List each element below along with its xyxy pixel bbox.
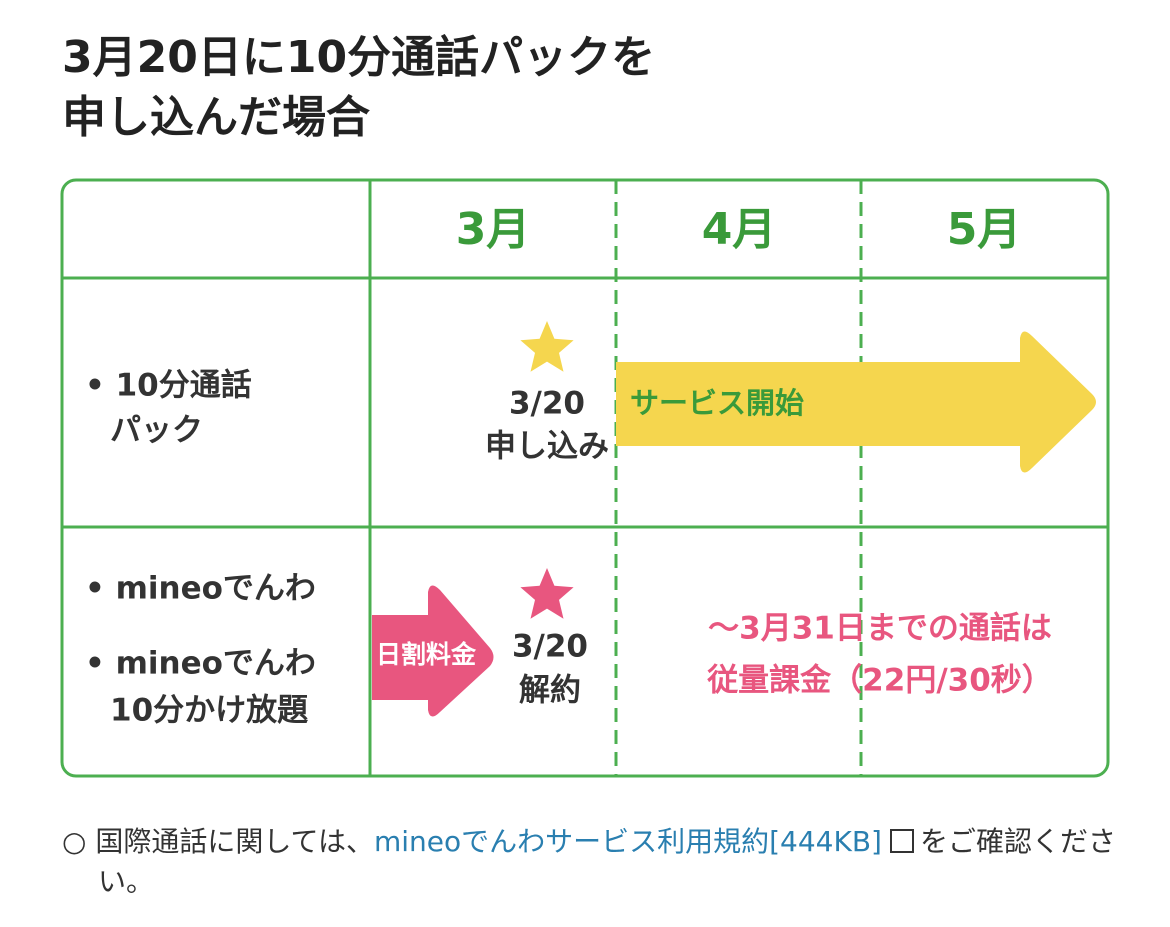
month: 3月 — [456, 204, 531, 255]
arrow-label: 日割料金 — [376, 640, 477, 669]
month: 4月 — [702, 204, 777, 255]
row-label: パック — [110, 413, 203, 449]
diagram: 3月20日に10分通話パックを 申し込んだ場合 3月 4月 5月 • 10分通話… — [60, 32, 1110, 778]
title-line: 申し込んだ場合 — [62, 92, 370, 143]
event-label: 解約 — [519, 673, 581, 709]
star — [520, 321, 574, 372]
row-label: • 10分通話 — [85, 368, 252, 404]
link[interactable]: mineoでんわサービス利用規約[444KB] — [373, 825, 882, 858]
title-line: 3月20日に10分通話パックを — [62, 32, 655, 83]
row-label: • mineoでんわ — [85, 571, 316, 607]
footnote-text: をご確認ください。 — [98, 825, 1116, 898]
arrow-pink — [372, 585, 494, 717]
external-icon — [889, 829, 914, 853]
bullet: ○ — [62, 825, 87, 858]
arrow-label: サービス開始 — [630, 386, 804, 420]
arrow-yellow — [616, 331, 1096, 473]
footnote-text: 国際通話に関しては、 — [95, 825, 374, 858]
event-label: 3/20 — [509, 386, 585, 422]
note: 従量課金（22円/30秒） — [706, 663, 1053, 699]
footnote: ○ 国際通話に関しては、mineoでんわサービス利用規約[444KB] をご確認く… — [62, 822, 1158, 902]
row-label: • mineoでんわ — [85, 646, 316, 682]
note: ～3月31日までの通話は — [708, 611, 1052, 647]
table-grid — [60, 178, 1110, 778]
row-label: 10分かけ放題 — [110, 693, 308, 729]
event-label: 3/20 — [512, 629, 588, 665]
event-label: 申し込み — [485, 429, 609, 465]
star — [520, 568, 574, 619]
month: 5月 — [947, 204, 1022, 255]
